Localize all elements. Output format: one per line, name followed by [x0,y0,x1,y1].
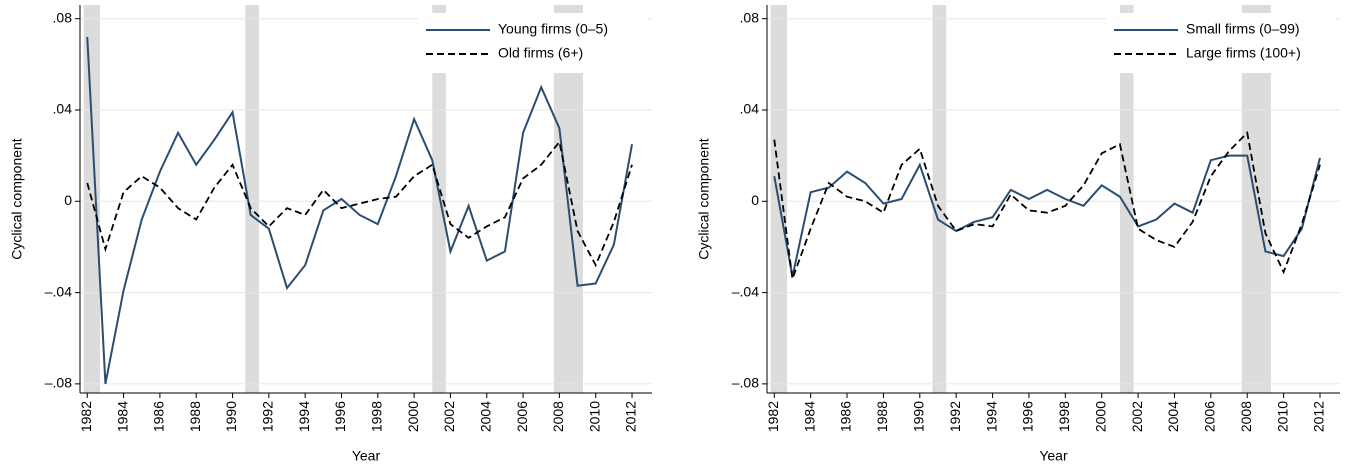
y-tick-label: .04 [53,101,73,117]
x-tick-label: 1998 [369,401,385,432]
y-tick-label: 0 [64,192,72,208]
y-tick-label: –.08 [732,375,759,391]
legend-label: Young firms (0–5) [498,21,608,37]
series-line [86,139,633,268]
x-tick-label: 1984 [801,401,817,432]
chart: .08 .04 0 –.04 –.08 1982 1984 1986 1988 1990 1992 1… [696,5,1340,464]
x-tick-label: 2006 [514,401,530,432]
x-axis-label: Year [1039,448,1068,464]
x-tick-label: 2000 [405,401,421,432]
y-tick-label: –.04 [45,283,72,299]
x-tick-label: 1986 [151,401,167,432]
x-tick-label: 2000 [1092,401,1108,432]
x-tick-label: 2006 [1202,401,1218,432]
series-line [773,154,1321,277]
legend-label: Small firms (0–99) [1186,21,1300,37]
x-tick-label: 2002 [1129,401,1145,432]
x-tick-label: 1988 [187,401,203,432]
x-tick-label: 1992 [947,401,963,432]
x-tick-label: 1994 [296,401,312,432]
y-tick-label: 0 [751,192,759,208]
y-tick-label: –.04 [732,283,759,299]
x-tick-label: 1996 [332,401,348,432]
x-axis-label: Year [352,448,381,464]
x-tick-label: 1982 [765,401,781,432]
x-tick-label: 1994 [983,401,999,432]
legend-box [1106,13,1336,73]
x-tick-label: 1986 [838,401,854,432]
legend-label: Large firms (100+) [1186,45,1301,61]
y-tick-label: –.08 [45,375,72,391]
legend-label: Old firms (6+) [498,45,583,61]
x-tick-label: 2010 [1274,401,1290,432]
x-tick-label: 1982 [78,401,94,432]
x-tick-label: 2004 [477,401,493,432]
recession-band [245,5,259,393]
x-tick-label: 2002 [441,401,457,432]
x-tick-label: 2010 [586,401,602,432]
x-tick-label: 1998 [1056,401,1072,432]
y-tick-label: .08 [740,9,760,25]
y-tick-label: .04 [740,101,760,117]
x-tick-label: 1992 [260,401,276,432]
x-tick-label: 1988 [874,401,890,432]
chart: .08 .04 0 –.04 –.08 1982 1984 1986 1988 1990 1992 1… [9,5,652,464]
x-tick-label: 2008 [550,401,566,432]
recession-band [932,5,947,393]
x-tick-label: 1990 [223,401,239,432]
y-axis-label: Cyclical component [696,138,712,259]
series-line [86,36,634,385]
recession-band [1119,5,1134,393]
series-line [773,130,1321,280]
x-tick-label: 2012 [623,401,639,432]
x-tick-label: 2008 [1238,401,1254,432]
x-tick-label: 1984 [114,401,130,432]
x-tick-label: 2012 [1311,401,1327,432]
y-axis-label: Cyclical component [9,138,25,259]
y-tick-label: .08 [53,9,73,25]
x-tick-label: 1996 [1020,401,1036,432]
x-tick-label: 1990 [911,401,927,432]
x-tick-label: 2004 [1165,401,1181,432]
legend-box [418,13,648,73]
